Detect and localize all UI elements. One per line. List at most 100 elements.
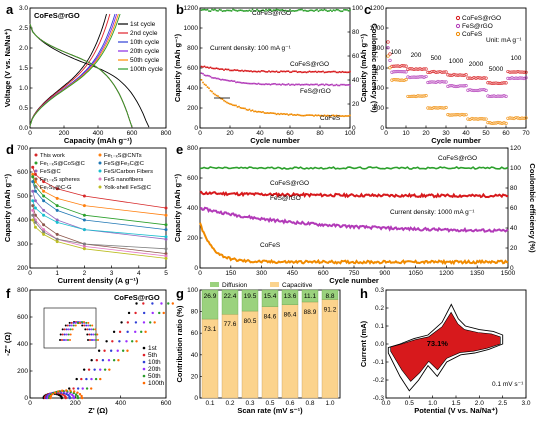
ce-point bbox=[335, 8, 338, 11]
rate-point bbox=[448, 113, 452, 117]
capacity-point bbox=[218, 78, 221, 80]
x-tick-label: 2 bbox=[83, 270, 87, 277]
data-point bbox=[33, 225, 37, 229]
ce-point bbox=[260, 9, 263, 12]
rate-point bbox=[446, 73, 450, 77]
ce-point bbox=[319, 9, 321, 12]
legend-marker bbox=[455, 31, 461, 37]
capacity-point bbox=[335, 114, 338, 117]
rate-point bbox=[492, 121, 496, 125]
inset-point bbox=[81, 324, 84, 327]
inset-point bbox=[91, 339, 93, 341]
capacity-point bbox=[269, 71, 272, 73]
data-point bbox=[164, 254, 168, 258]
eis-point bbox=[78, 393, 82, 396]
capacity-point bbox=[262, 111, 264, 113]
rate-point bbox=[412, 94, 416, 98]
data-point bbox=[82, 218, 86, 222]
diffusion-bar bbox=[281, 289, 299, 305]
rate-point bbox=[428, 106, 432, 110]
eis-point bbox=[64, 396, 68, 400]
rate-point bbox=[470, 88, 474, 92]
eis-point bbox=[153, 321, 156, 324]
rate-point bbox=[522, 76, 526, 81]
inset-point bbox=[87, 321, 90, 324]
rate-point bbox=[432, 106, 436, 110]
inset-point bbox=[94, 333, 97, 336]
rate-point bbox=[458, 84, 462, 88]
ce-point bbox=[247, 10, 249, 12]
eis-point bbox=[99, 368, 102, 371]
capacity-point bbox=[254, 110, 257, 113]
x-axis-label: Cycle number bbox=[329, 276, 379, 285]
x-tick-label: 200 bbox=[59, 130, 70, 137]
eis-point bbox=[109, 349, 113, 352]
capacity-point bbox=[218, 96, 221, 99]
capacity-point bbox=[259, 83, 261, 85]
capacity-point bbox=[248, 108, 251, 111]
capacity-point bbox=[220, 79, 222, 81]
capacity-point bbox=[275, 113, 278, 116]
capacitive-value: 86.4 bbox=[284, 312, 297, 319]
ce-point bbox=[295, 10, 297, 12]
capacity-point bbox=[244, 107, 246, 110]
rate-point bbox=[460, 73, 464, 77]
series-line bbox=[32, 176, 167, 226]
ce-point bbox=[241, 9, 243, 12]
rate-point bbox=[438, 105, 442, 110]
panel-letter: b bbox=[176, 2, 184, 17]
capacity-point bbox=[290, 113, 293, 115]
capacity-point bbox=[298, 114, 300, 116]
capacity-point bbox=[295, 70, 297, 73]
legend-title: CoFeS@rGO bbox=[34, 11, 80, 20]
capacity-point bbox=[320, 83, 323, 86]
y-tick-label: 200 bbox=[17, 265, 28, 272]
capacity-point bbox=[242, 107, 245, 110]
rate-point bbox=[490, 81, 494, 85]
y-tick-label: 0.0 bbox=[375, 341, 384, 348]
capacity-point bbox=[278, 71, 281, 74]
inset-point bbox=[59, 333, 62, 336]
capacity-point bbox=[212, 77, 215, 79]
diffusion-bar bbox=[201, 289, 219, 320]
rate-point bbox=[502, 81, 506, 85]
capacity-point bbox=[212, 92, 215, 95]
rate-point bbox=[426, 80, 430, 85]
y-tick-label: 0 bbox=[194, 265, 198, 272]
ce-band bbox=[199, 166, 509, 170]
x-tick-label: 1 bbox=[55, 270, 59, 277]
rate-point bbox=[506, 116, 510, 120]
inset-point bbox=[89, 324, 92, 327]
capacity-point bbox=[317, 84, 320, 87]
legend-marker bbox=[142, 374, 146, 378]
unit-label: Unit: mA g⁻¹ bbox=[486, 37, 522, 44]
capacity-point bbox=[334, 70, 336, 73]
diffusion-bar bbox=[301, 289, 319, 303]
rate-point bbox=[406, 94, 410, 99]
capacity-point bbox=[293, 84, 296, 86]
capacity-point bbox=[338, 71, 341, 73]
capacity-point bbox=[272, 112, 275, 115]
rate-point bbox=[408, 75, 412, 80]
rate-point bbox=[474, 76, 478, 80]
x-tick-label: 0.6 bbox=[285, 400, 294, 407]
rate-point bbox=[418, 67, 422, 71]
capacity-point bbox=[256, 83, 258, 85]
capacity-point bbox=[236, 81, 239, 83]
capacity-point bbox=[250, 82, 252, 85]
capacitive-value: 80.5 bbox=[244, 318, 257, 325]
ce-point bbox=[293, 10, 296, 12]
eis-point bbox=[75, 377, 78, 381]
ce-point bbox=[311, 9, 314, 12]
capacity-point bbox=[286, 113, 288, 115]
x-tick-label: 20 bbox=[422, 130, 430, 137]
eis-point bbox=[107, 359, 111, 362]
x-tick-label: 100 bbox=[345, 130, 356, 137]
ce-point bbox=[230, 10, 233, 12]
current-density-note: Current density: 1000 mA g⁻¹ bbox=[390, 209, 475, 216]
x-tick-label: 3.0 bbox=[521, 400, 530, 407]
rate-point bbox=[492, 94, 496, 98]
cv-outer bbox=[387, 303, 504, 392]
rate-point bbox=[480, 117, 484, 121]
capacity-point bbox=[239, 81, 242, 84]
